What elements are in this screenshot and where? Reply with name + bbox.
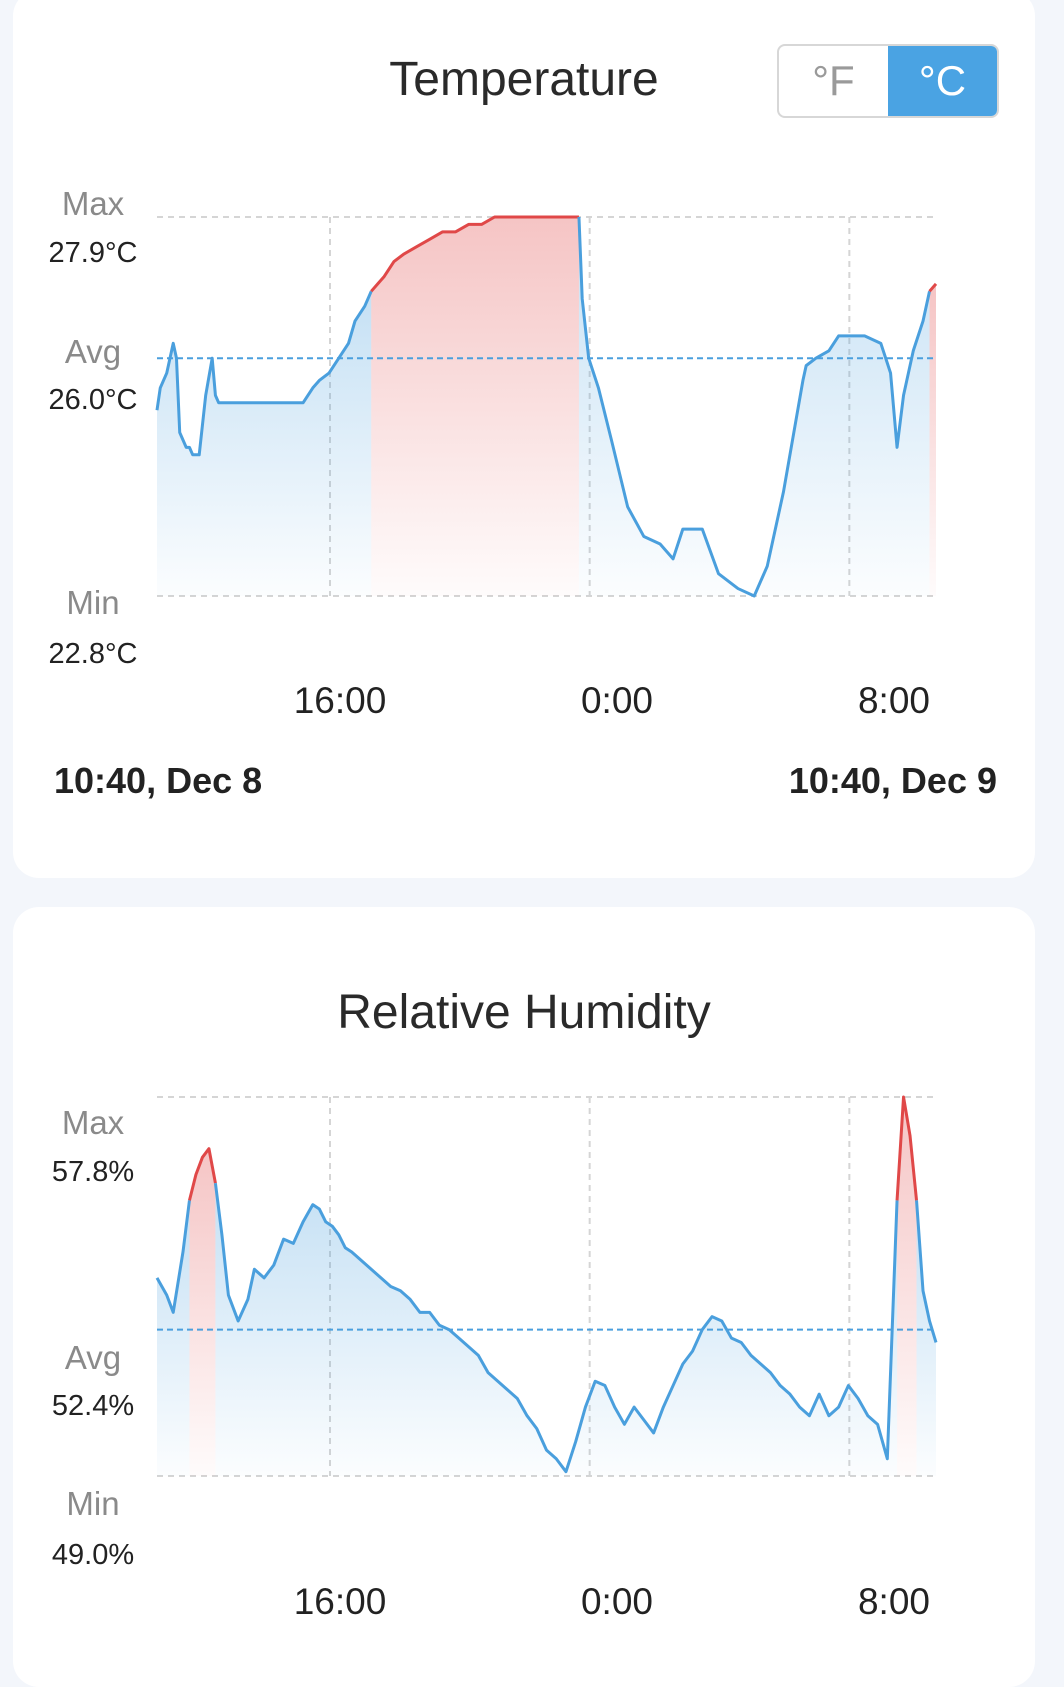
temp-avg-value: 26.0°C xyxy=(49,384,138,416)
hum-max-label: Max xyxy=(62,1104,125,1141)
temp-min-label: Min xyxy=(66,584,119,621)
hum-series-line-2 xyxy=(213,1182,899,1474)
temp-max-value: 27.9°C xyxy=(49,237,138,269)
hum-area-fill-2 xyxy=(215,1183,898,1476)
hum-x-tick-0: 0:00 xyxy=(581,1581,653,1622)
temp-max-label: Max xyxy=(62,185,125,222)
unit-toggle[interactable]: °F °C xyxy=(777,44,999,118)
hum-avg-label: Avg xyxy=(65,1339,121,1376)
celsius-button[interactable]: °C xyxy=(888,46,997,116)
temp-min-value: 22.8°C xyxy=(49,638,138,670)
temp-area-fill-1 xyxy=(371,217,579,596)
humidity-title: Relative Humidity xyxy=(337,986,711,1039)
temp-x-tick-16: 16:00 xyxy=(294,680,387,721)
humidity-card: Relative Humidity Max 57.8% Avg 52.4% Mi… xyxy=(13,907,1035,1687)
temperature-card: Temperature °F °C Max 27.9°C Avg 26.0°C … xyxy=(13,0,1035,878)
temp-avg-label: Avg xyxy=(65,333,121,370)
humidity-chart: Max 57.8% Avg 52.4% Min 49.0% 16:00 0:00… xyxy=(52,1095,938,1622)
hum-series-line-3 xyxy=(895,1095,919,1201)
temp-series-line-0 xyxy=(155,290,373,457)
hum-x-tick-8: 8:00 xyxy=(858,1581,930,1622)
temp-area-fill-3 xyxy=(929,283,936,596)
hum-area-fill-3 xyxy=(897,1097,917,1476)
temp-x-tick-8: 8:00 xyxy=(858,680,930,721)
temperature-title: Temperature xyxy=(389,53,659,106)
range-end: 10:40, Dec 9 xyxy=(788,760,997,801)
hum-series-line-1 xyxy=(188,1147,217,1201)
hum-series-line-4 xyxy=(915,1200,938,1343)
hum-max-value: 57.8% xyxy=(52,1156,134,1188)
temp-series-line-2 xyxy=(577,216,931,598)
temp-area-fill-2 xyxy=(578,217,930,596)
hum-min-value: 49.0% xyxy=(52,1539,134,1571)
temp-series-line-3 xyxy=(928,282,938,293)
hum-avg-value: 52.4% xyxy=(52,1390,134,1422)
temp-area-fill-0 xyxy=(157,291,372,596)
temp-x-tick-0: 0:00 xyxy=(581,680,653,721)
range-start: 10:40, Dec 8 xyxy=(54,760,263,801)
temperature-chart: Max 27.9°C Avg 26.0°C Min 22.8°C 16:00 0… xyxy=(49,185,938,721)
temp-series-line-1 xyxy=(370,215,579,293)
hum-series-line-0 xyxy=(155,1200,191,1314)
hum-x-tick-16: 16:00 xyxy=(294,1581,387,1622)
fahrenheit-button[interactable]: °F xyxy=(812,57,855,104)
hum-min-label: Min xyxy=(66,1485,119,1522)
hum-area-fill-1 xyxy=(189,1148,216,1476)
